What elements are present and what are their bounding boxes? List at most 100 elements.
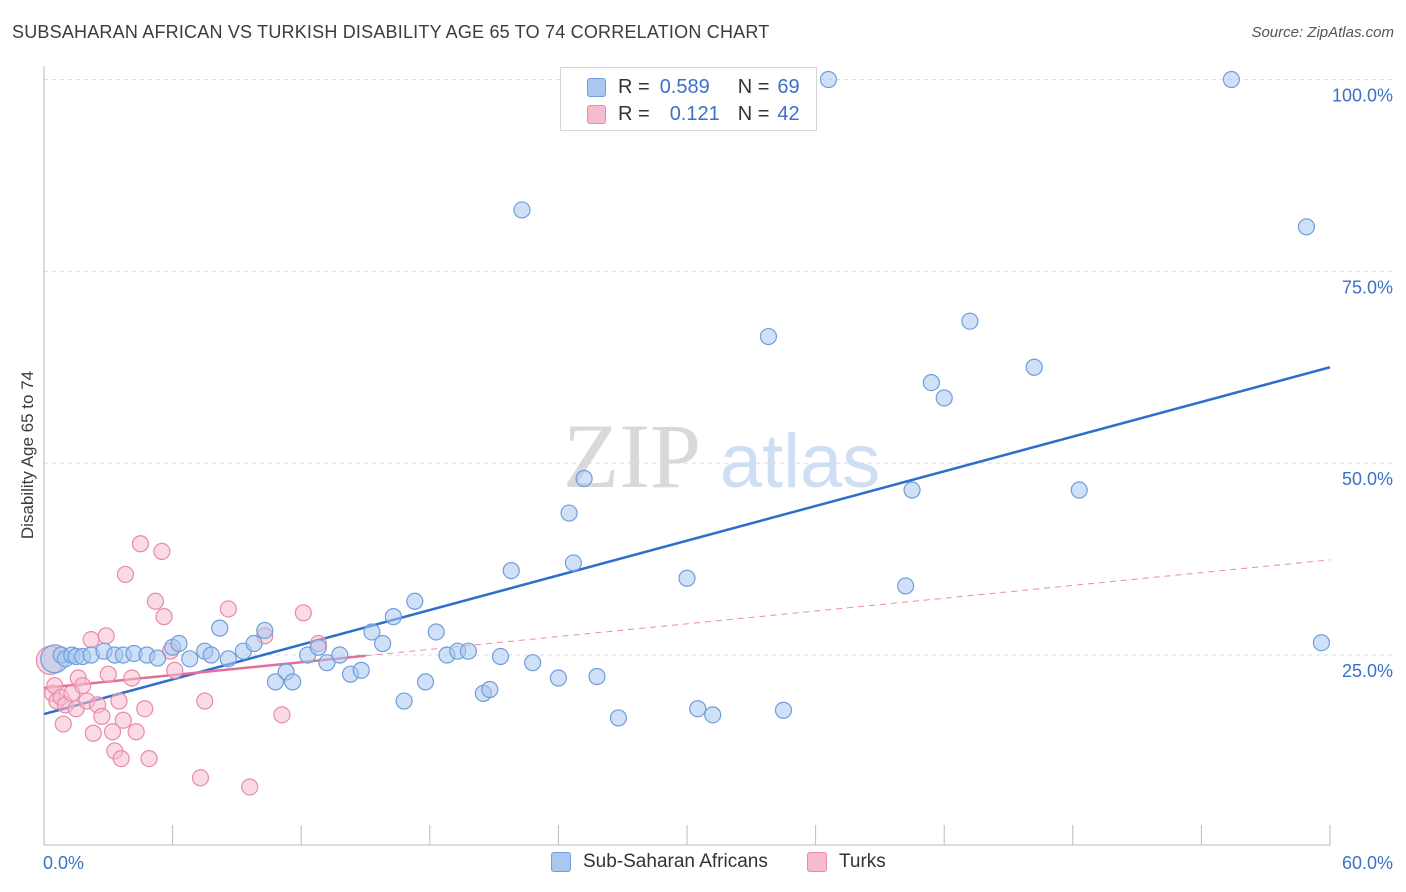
blue-point <box>459 642 477 660</box>
pink-point <box>84 724 102 742</box>
blue-point <box>481 680 499 699</box>
blue-point <box>363 623 381 641</box>
trend-line-blue <box>43 366 1331 716</box>
pink-point <box>93 707 111 725</box>
blue-point <box>524 654 542 672</box>
legend-label: Sub-Saharan Africans <box>583 851 768 872</box>
r-label: R = <box>618 75 650 98</box>
blue-point <box>903 481 921 499</box>
pink-point <box>219 600 237 618</box>
pink-point <box>140 749 158 768</box>
blue-point <box>1025 358 1043 376</box>
chart-title: SUBSAHARAN AFRICAN VS TURKISH DISABILITY… <box>12 22 770 42</box>
blue-point <box>318 654 336 672</box>
grid-lines <box>44 79 1394 656</box>
blue-point <box>588 667 606 686</box>
axes <box>43 66 1331 846</box>
blue-point <box>961 312 979 330</box>
pink-point <box>103 723 122 741</box>
blue-point <box>245 634 263 653</box>
blue-point <box>759 327 778 346</box>
blue-point <box>897 577 915 595</box>
blue-point <box>560 504 578 522</box>
y-tick-label: 100.0% <box>1332 86 1393 106</box>
y-tick-label: 50.0% <box>1342 469 1393 489</box>
blue-point <box>564 554 583 572</box>
blue-point <box>384 608 402 626</box>
legend-label: Turks <box>839 851 886 872</box>
blue-point <box>395 692 413 710</box>
blue-swatch <box>551 852 571 872</box>
blue-point <box>211 619 229 637</box>
blue-point <box>609 709 628 727</box>
tick-labels: 25.0% 50.0% 75.0% 100.0% 0.0% 60.0% <box>43 86 1393 874</box>
y-tick-label: 75.0% <box>1342 277 1393 297</box>
blue-point <box>819 70 838 89</box>
source-label: Source: ZipAtlas.com <box>1251 24 1394 41</box>
y-tick-label: 25.0% <box>1342 661 1393 681</box>
blue-point <box>549 669 568 687</box>
blue-point <box>513 201 531 219</box>
watermark-zip: ZIP <box>563 405 701 507</box>
blue-point <box>678 569 696 587</box>
pink-point <box>116 565 135 584</box>
n-label: N = <box>737 75 770 98</box>
y-axis-label: Disability Age 65 to 74 <box>18 370 37 540</box>
stats-legend: R = 0.589 N = 69 R = 0.121 N = 42 <box>560 67 817 131</box>
pink-point <box>73 677 92 695</box>
n-value: 69 <box>777 75 800 98</box>
watermark: ZIP atlas <box>563 405 880 507</box>
blue-point <box>181 650 199 668</box>
legend-item-subsaharan: Sub-Saharan Africans <box>551 851 768 873</box>
pink-point <box>191 769 210 787</box>
blue-point <box>284 673 302 691</box>
blue-point <box>352 661 370 679</box>
blue-point <box>774 701 793 719</box>
blue-point <box>689 700 707 718</box>
pink-point <box>155 608 173 626</box>
blue-point <box>202 646 220 664</box>
blue-point <box>331 646 349 664</box>
pink-point <box>97 627 115 645</box>
pink-point <box>112 749 130 768</box>
pink-point <box>196 692 214 710</box>
blue-point <box>922 373 940 392</box>
pink-point <box>110 692 128 710</box>
pink-point <box>99 665 117 683</box>
blue-point <box>1297 218 1316 236</box>
blue-point <box>374 634 392 653</box>
pink-point <box>273 706 291 724</box>
trend-extension-pink <box>365 559 1331 657</box>
watermark-atlas: atlas <box>720 419 881 504</box>
r-value: 0.121 <box>669 102 720 125</box>
pink-point <box>153 542 171 561</box>
pink-point <box>114 711 132 729</box>
legend-item-turks: Turks <box>807 851 886 873</box>
blue-point <box>1222 70 1241 89</box>
pink-point <box>136 700 154 718</box>
blue-point <box>416 673 435 691</box>
pink-point <box>146 592 165 610</box>
n-value: 42 <box>777 102 800 125</box>
pink-swatch <box>807 852 827 872</box>
blue-point <box>491 647 510 666</box>
pink-point <box>123 669 141 687</box>
blue-swatch <box>587 77 606 97</box>
stats-row-pink: R = 0.121 N = 42 <box>587 101 800 127</box>
n-label: N = <box>737 102 770 125</box>
blue-point <box>148 649 167 667</box>
blue-point <box>502 561 520 580</box>
blue-point <box>256 621 274 640</box>
pink-point <box>241 778 259 796</box>
pink-point <box>294 604 312 622</box>
blue-point <box>427 623 445 641</box>
blue-point <box>309 638 327 656</box>
blue-point <box>1070 481 1088 499</box>
pink-point <box>131 535 150 553</box>
r-value: 0.589 <box>659 75 710 98</box>
x-tick-label-min: 0.0% <box>43 853 84 873</box>
pink-point <box>166 661 184 679</box>
blue-point <box>219 650 237 668</box>
pink-point <box>82 631 100 649</box>
